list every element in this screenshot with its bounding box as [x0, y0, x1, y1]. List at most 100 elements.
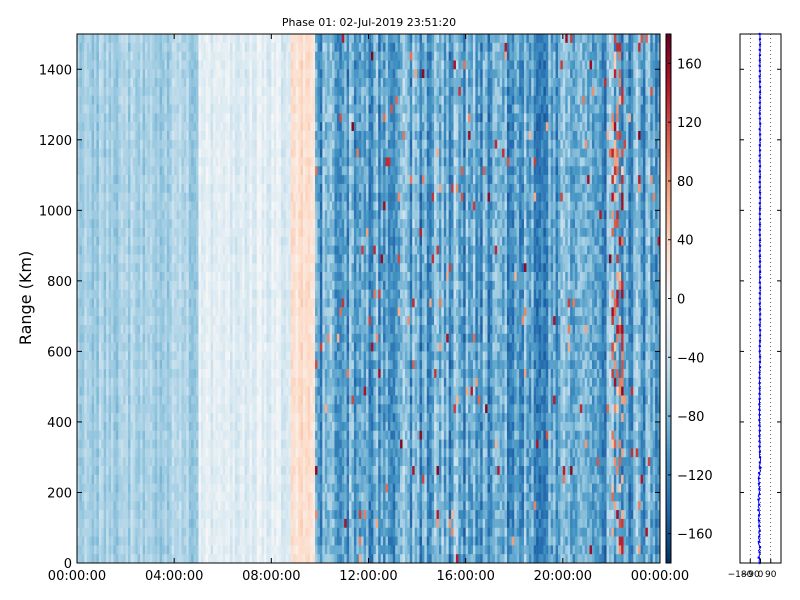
heatmap-cell — [242, 360, 245, 370]
heatmap-cell — [164, 430, 168, 440]
heatmap-cell — [164, 280, 168, 290]
heatmap-cell — [86, 474, 90, 484]
heatmap-cell — [271, 492, 275, 502]
heatmap-cell — [123, 439, 126, 449]
heatmap-cell — [135, 545, 139, 555]
heatmap-cell — [215, 289, 219, 299]
heatmap-cell — [108, 421, 112, 432]
heatmap-cell — [266, 360, 270, 370]
heatmap-cell — [91, 377, 95, 387]
heatmap-cell — [174, 483, 177, 493]
heatmap-cell — [132, 448, 136, 458]
heatmap-cell — [125, 439, 129, 449]
heatmap-cell — [264, 527, 267, 537]
heatmap-cell — [266, 192, 270, 202]
heatmap-cell — [188, 130, 192, 141]
heatmap-cell — [123, 316, 126, 326]
heatmap-cell — [244, 86, 248, 97]
heatmap-cell — [86, 430, 90, 440]
heatmap-cell — [101, 280, 105, 290]
heatmap-cell — [188, 183, 192, 193]
heatmap-cell — [230, 42, 233, 52]
heatmap-cell — [89, 307, 92, 317]
heatmap-cell — [164, 113, 168, 123]
heatmap-cell — [77, 86, 80, 97]
heatmap-cell — [210, 272, 214, 282]
heatmap-cell — [147, 122, 151, 132]
heatmap-cell — [232, 421, 236, 432]
heatmap-cell — [273, 483, 277, 493]
heatmap-cell — [154, 395, 158, 405]
heatmap-cell — [210, 130, 214, 141]
heatmap-cell — [98, 510, 102, 520]
heatmap-cell — [188, 316, 192, 326]
heatmap-cell — [230, 272, 233, 282]
heatmap-cell — [196, 113, 199, 123]
heatmap-cell — [118, 139, 122, 149]
heatmap-cell — [115, 501, 119, 511]
heatmap-cell — [111, 369, 114, 379]
heatmap-cell — [164, 201, 168, 211]
heatmap-cell — [120, 104, 124, 114]
heatmap-cell — [169, 457, 173, 467]
heatmap-cell — [271, 554, 275, 564]
heatmap-cell — [101, 227, 105, 238]
heatmap-cell — [81, 148, 85, 158]
heatmap-cell — [154, 404, 158, 414]
heatmap-cell — [130, 457, 134, 467]
heatmap-cell — [268, 386, 272, 396]
heatmap-cell — [94, 263, 97, 273]
heatmap-cell — [86, 95, 90, 105]
heatmap-cell — [210, 404, 214, 414]
heatmap-cell — [130, 227, 134, 238]
heatmap-cell — [188, 60, 192, 70]
heatmap-cell — [225, 369, 228, 379]
heatmap-cell — [137, 527, 141, 537]
heatmap-cell — [159, 369, 163, 379]
heatmap-cell — [259, 148, 262, 158]
heatmap-cell — [149, 139, 153, 149]
heatmap-cell — [77, 95, 80, 105]
heatmap-cell — [179, 201, 182, 211]
heatmap-cell — [237, 377, 241, 387]
heatmap-cell — [154, 175, 158, 185]
heatmap-cell — [84, 554, 88, 564]
heatmap-cell — [200, 272, 204, 282]
heatmap-cell — [256, 333, 260, 343]
heatmap-cell — [140, 34, 143, 44]
heatmap-cell — [113, 501, 117, 511]
heatmap-cell — [230, 492, 233, 502]
heatmap-cell — [266, 60, 270, 70]
heatmap-cell — [266, 51, 270, 61]
heatmap-cell — [227, 236, 231, 246]
heatmap-cell — [254, 536, 258, 546]
heatmap-cell — [106, 236, 109, 246]
heatmap-cell — [118, 263, 122, 273]
heatmap-cell — [196, 280, 199, 290]
heatmap-cell — [176, 527, 180, 537]
heatmap-cell — [125, 254, 129, 264]
heatmap-cell — [171, 166, 175, 176]
heatmap-cell — [125, 527, 129, 537]
heatmap-cell — [154, 34, 158, 44]
heatmap-cell — [217, 439, 221, 449]
heatmap-cell — [203, 457, 207, 467]
heatmap-cell — [176, 536, 180, 546]
heatmap-cell — [186, 351, 190, 361]
heatmap-cell — [174, 192, 177, 202]
heatmap-cell — [203, 210, 207, 220]
heatmap-cell — [266, 457, 270, 467]
heatmap-cell — [142, 554, 146, 564]
heatmap-cell — [271, 254, 275, 264]
heatmap-cell — [205, 474, 209, 484]
heatmap-cell — [145, 69, 148, 79]
heatmap-cell — [94, 42, 97, 52]
heatmap-cell — [227, 227, 231, 238]
heatmap-cell — [171, 280, 175, 290]
heatmap-cell — [237, 474, 241, 484]
heatmap-cell — [261, 245, 265, 255]
heatmap-cell — [239, 448, 243, 458]
heatmap-cell — [203, 395, 207, 405]
heatmap-cell — [234, 69, 238, 79]
heatmap-cell — [118, 289, 122, 299]
